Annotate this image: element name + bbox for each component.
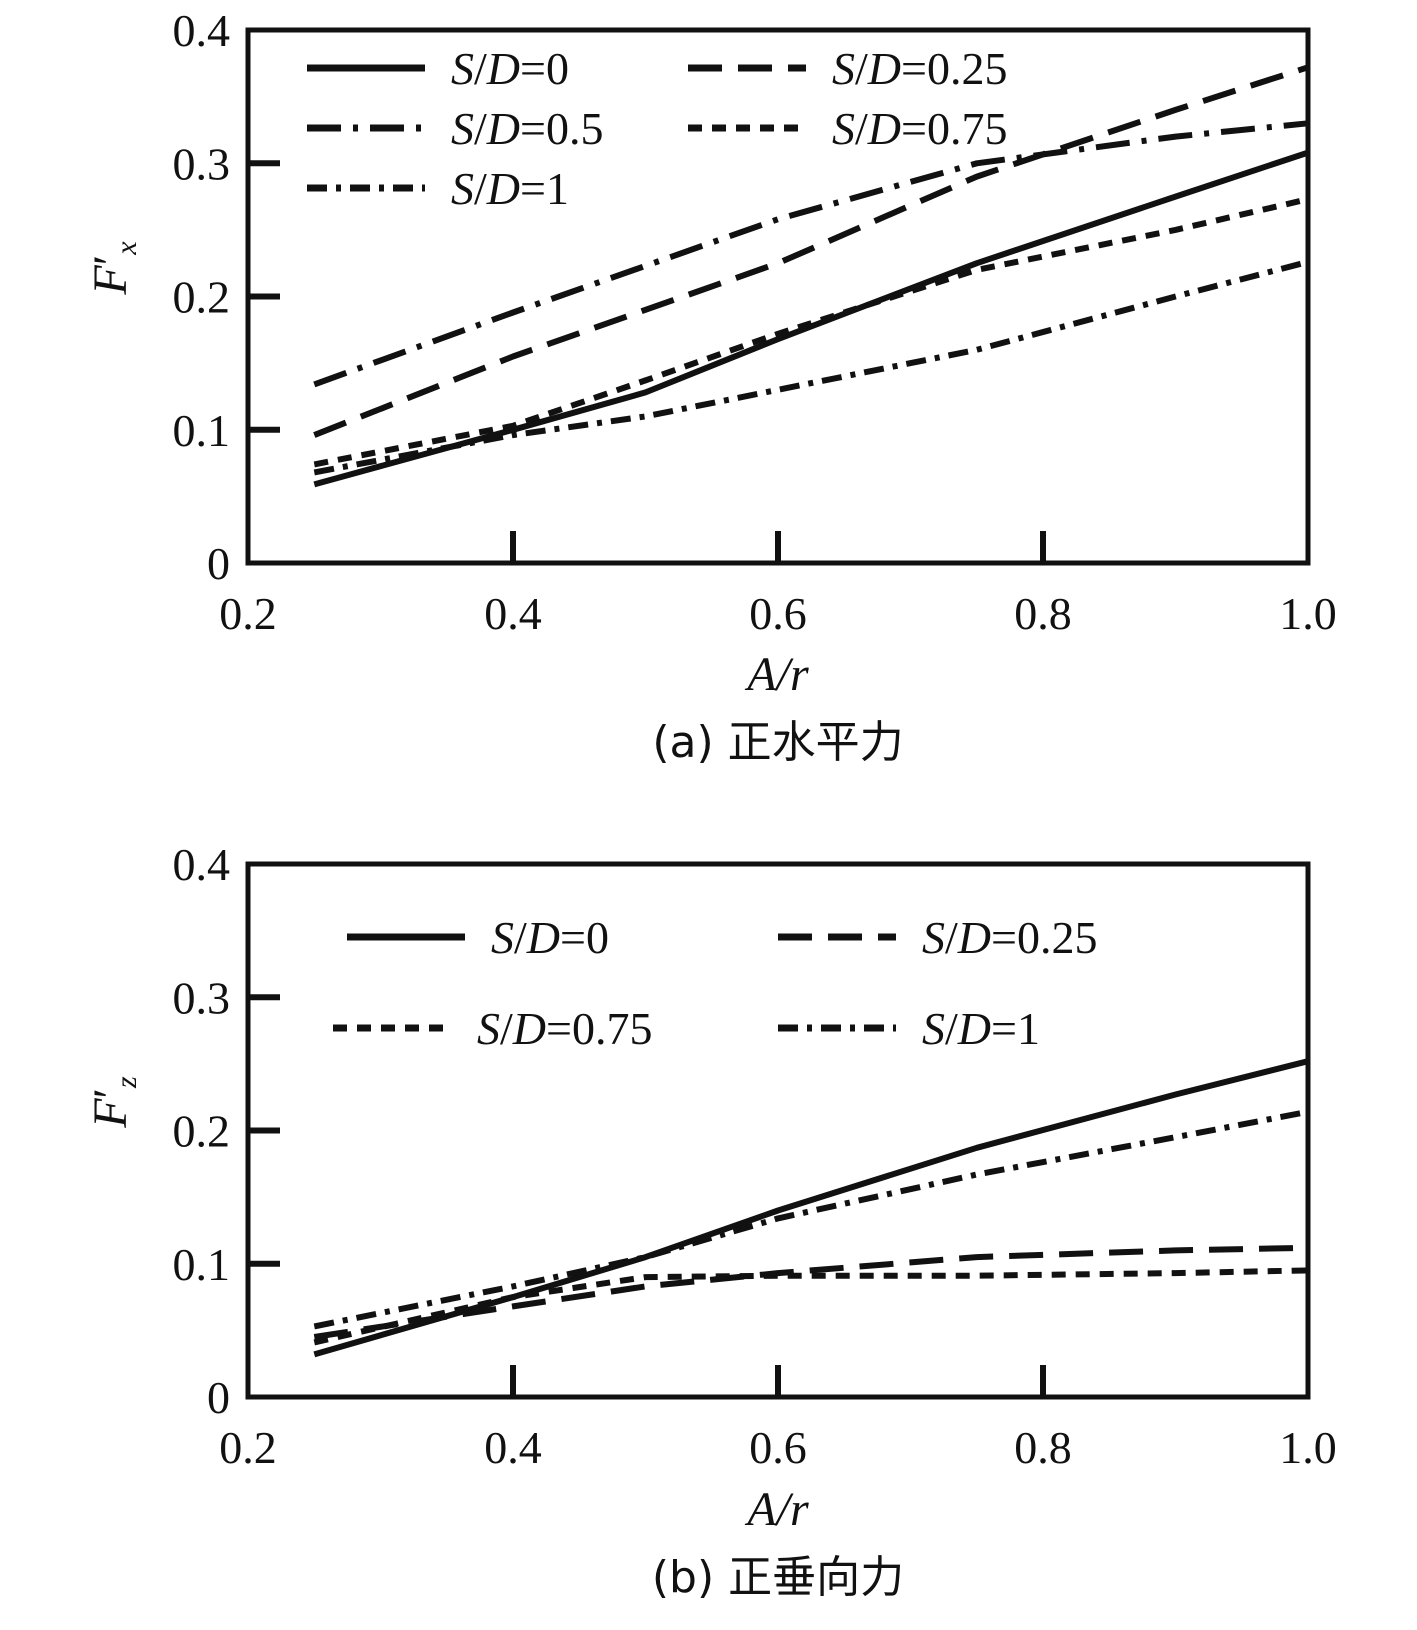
panel-a-legend-label: S/D=0.5	[451, 103, 603, 154]
panel-a-y-axis-label: F′x	[84, 241, 143, 296]
panel-a-ylabel-sub: x	[110, 241, 143, 256]
panel-a-x-tick-label: 0.4	[484, 588, 542, 639]
panel-a-y-tick-label: 0.3	[173, 138, 231, 189]
legend-S: S	[451, 103, 474, 154]
panel-b-legend-label: S/D=0	[491, 912, 609, 963]
legend-value: =0.25	[901, 43, 1007, 94]
legend-value: =0.75	[546, 1003, 652, 1054]
legend-slash: /	[855, 43, 868, 94]
panel-b-x-tick-label: 0.6	[749, 1422, 807, 1473]
panel-b-x-axis-label: A/r	[744, 1483, 809, 1536]
legend-D: D	[957, 1003, 991, 1054]
legend-S: S	[451, 43, 474, 94]
panel-a-x-tick-label: 1.0	[1279, 588, 1337, 639]
panel-a-legend-label: S/D=0	[451, 43, 569, 94]
panel-a-plot-frame	[245, 27, 1311, 566]
panel-b-legend-label: S/D=0.75	[477, 1003, 652, 1054]
panel-b-y-tick-label: 0.2	[173, 1106, 231, 1157]
panel-b-x-tick-label: 0.2	[219, 1422, 277, 1473]
panel-b-series-line	[313, 1267, 1309, 1346]
panel-a-y-tick-label: 0.1	[173, 405, 231, 456]
panel-a-marks: 0.2 0.4 0.6 0.8 1.000.10.20.30.4S/D=0 S/D=0.2…	[173, 5, 1337, 639]
panel-b-marks: 0.2 0.4 0.6 0.8 1.000.10.20.30.4S/D=0 S/D=0.2…	[173, 839, 1337, 1473]
legend-S: S	[922, 912, 945, 963]
legend-slash: /	[500, 1003, 513, 1054]
panel-a-legend-label: S/D=0.25	[832, 43, 1007, 94]
panel-a-legend-label: S/D=1	[451, 163, 569, 214]
panel-b-plot-frame	[245, 861, 1311, 1400]
panel-a-x-axis-label: A/r	[744, 648, 809, 701]
legend-S: S	[477, 1003, 500, 1054]
panel-b-y-tick-label: 0.3	[173, 972, 231, 1023]
panel-b-vertical-force: 0.2 0.4 0.6 0.8 1.000.10.20.30.4S/D=0 S/D=0.2…	[84, 839, 1337, 1603]
legend-value: =0.25	[991, 912, 1097, 963]
panel-b-series-line	[313, 1244, 1309, 1340]
panel-a-series-line	[313, 64, 1309, 438]
legend-slash: /	[474, 103, 487, 154]
legend-D: D	[486, 103, 520, 154]
panel-a-series-line	[313, 120, 1309, 388]
panel-a-y-tick-label: 0.2	[173, 272, 231, 323]
legend-D: D	[957, 912, 991, 963]
legend-D: D	[486, 163, 520, 214]
panel-b-y-axis-label: F′z	[84, 1076, 143, 1129]
legend-D: D	[526, 912, 560, 963]
legend-D: D	[512, 1003, 546, 1054]
legend-value: =0.75	[901, 103, 1007, 154]
legend-value: =0	[560, 912, 609, 963]
panel-b-legend-label: S/D=1	[922, 1003, 1040, 1054]
legend-S: S	[491, 912, 514, 963]
panel-b-series-line	[313, 1108, 1309, 1330]
legend-S: S	[451, 163, 474, 214]
panel-a-x-tick-label: 0.8	[1014, 588, 1072, 639]
panel-b-ylabel-prime: ′	[84, 1088, 137, 1099]
panel-a-ylabel-main: F	[84, 265, 137, 296]
legend-S: S	[832, 103, 855, 154]
panel-a-series-line	[313, 149, 1309, 488]
panel-a-x-tick-label: 0.6	[749, 588, 807, 639]
legend-slash: /	[945, 1003, 958, 1054]
panel-a-series-line	[313, 196, 1309, 468]
legend-slash: /	[514, 912, 527, 963]
panel-a-y-tick-label: 0	[207, 538, 230, 589]
panel-b-caption: (b) 正垂向力	[652, 1552, 904, 1603]
legend-value: =1	[991, 1003, 1040, 1054]
legend-slash: /	[474, 43, 487, 94]
panel-a-x-tick-label: 0.2	[219, 588, 277, 639]
panel-b-x-tick-label: 0.4	[484, 1422, 542, 1473]
legend-slash: /	[855, 103, 868, 154]
panel-b-y-tick-label: 0.1	[173, 1239, 231, 1290]
panel-a-series-line	[313, 258, 1309, 476]
legend-D: D	[486, 43, 520, 94]
legend-slash: /	[945, 912, 958, 963]
panel-a-ylabel-prime: ′	[84, 255, 137, 266]
panel-a-horizontal-force: 0.2 0.4 0.6 0.8 1.000.10.20.30.4S/D=0 S/D=0.2…	[84, 5, 1337, 768]
panel-b-y-tick-label: 0.4	[173, 839, 231, 890]
legend-value: =0	[520, 43, 569, 94]
legend-S: S	[832, 43, 855, 94]
panel-a-legend-label: S/D=0.75	[832, 103, 1007, 154]
panel-b-x-tick-label: 1.0	[1279, 1422, 1337, 1473]
legend-D: D	[867, 103, 901, 154]
panel-a-caption: (a) 正水平力	[652, 717, 903, 768]
panel-b-legend-label: S/D=0.25	[922, 912, 1097, 963]
panel-b-y-tick-label: 0	[207, 1372, 230, 1423]
panel-a-y-tick-label: 0.4	[173, 5, 231, 56]
panel-b-ylabel-main: F	[84, 1098, 137, 1129]
legend-value: =1	[520, 163, 569, 214]
legend-S: S	[922, 1003, 945, 1054]
legend-slash: /	[474, 163, 487, 214]
legend-D: D	[867, 43, 901, 94]
panel-b-ylabel-sub: z	[110, 1076, 143, 1089]
legend-value: =0.5	[520, 103, 603, 154]
panel-b-x-tick-label: 0.8	[1014, 1422, 1072, 1473]
